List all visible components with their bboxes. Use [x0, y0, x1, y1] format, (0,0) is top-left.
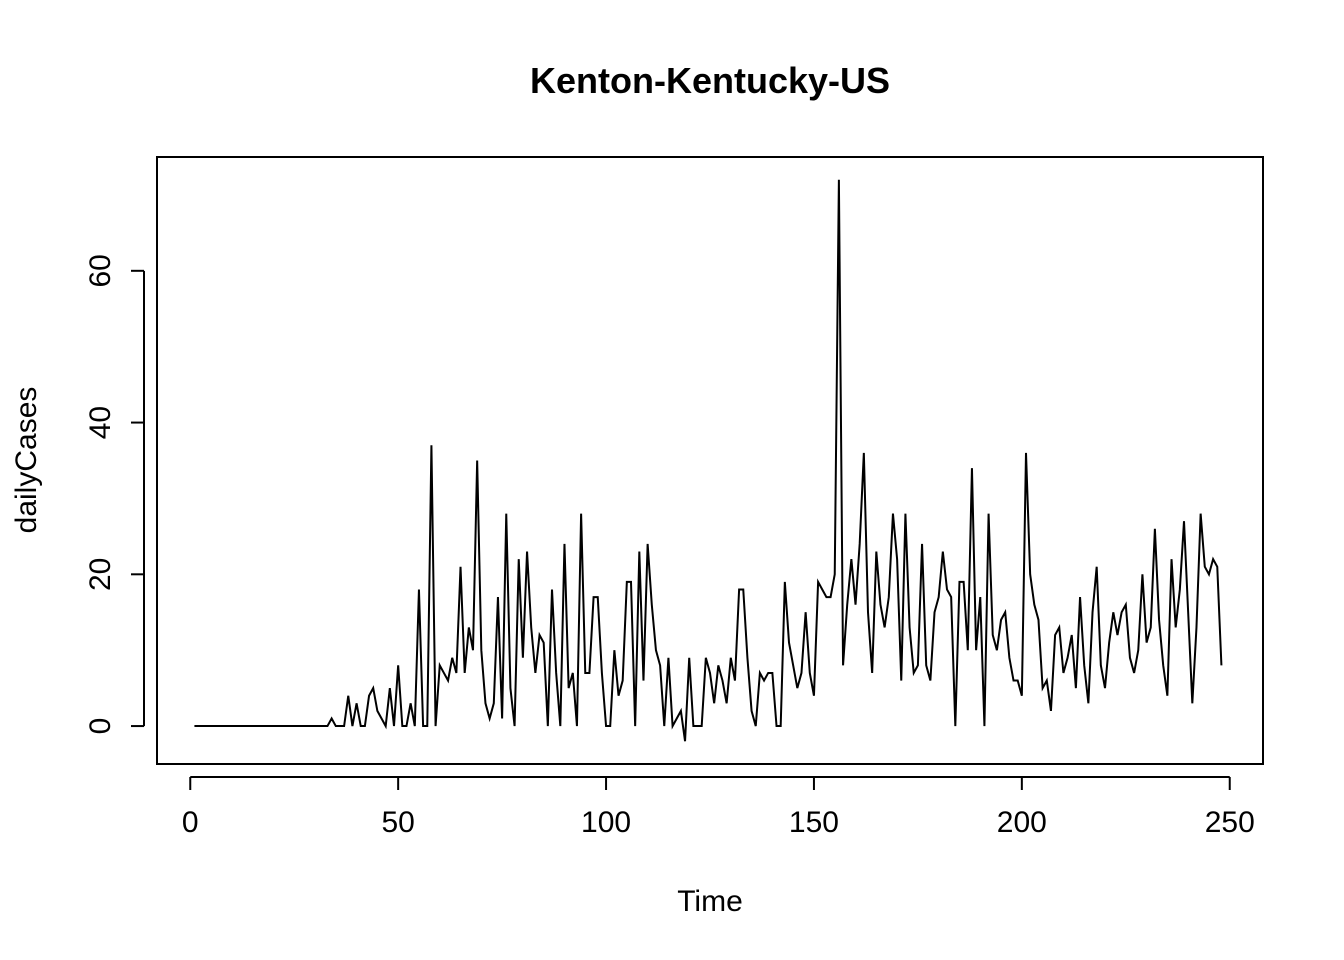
x-tick-label: 250: [1205, 806, 1255, 839]
y-tick-label: 0: [84, 718, 117, 735]
plot-frame: [156, 156, 1264, 765]
x-tick-label: 100: [581, 806, 631, 839]
x-tick-label: 150: [789, 806, 839, 839]
x-tick-label: 50: [381, 806, 414, 839]
y-tick-label: 60: [84, 254, 117, 287]
chart-title: Kenton-Kentucky-US: [530, 60, 890, 101]
y-axis: 0 20 40 60: [84, 254, 145, 735]
x-tick-label: 200: [997, 806, 1047, 839]
x-axis: 0 50 100 150 200 250: [182, 776, 1255, 839]
x-tick-label: 0: [182, 806, 199, 839]
y-tick-label: 40: [84, 406, 117, 439]
series-line-dailycases: [194, 179, 1223, 742]
y-axis-label: dailyCases: [10, 387, 43, 534]
y-tick-label: 20: [84, 558, 117, 591]
x-axis-label: Time: [677, 885, 743, 918]
